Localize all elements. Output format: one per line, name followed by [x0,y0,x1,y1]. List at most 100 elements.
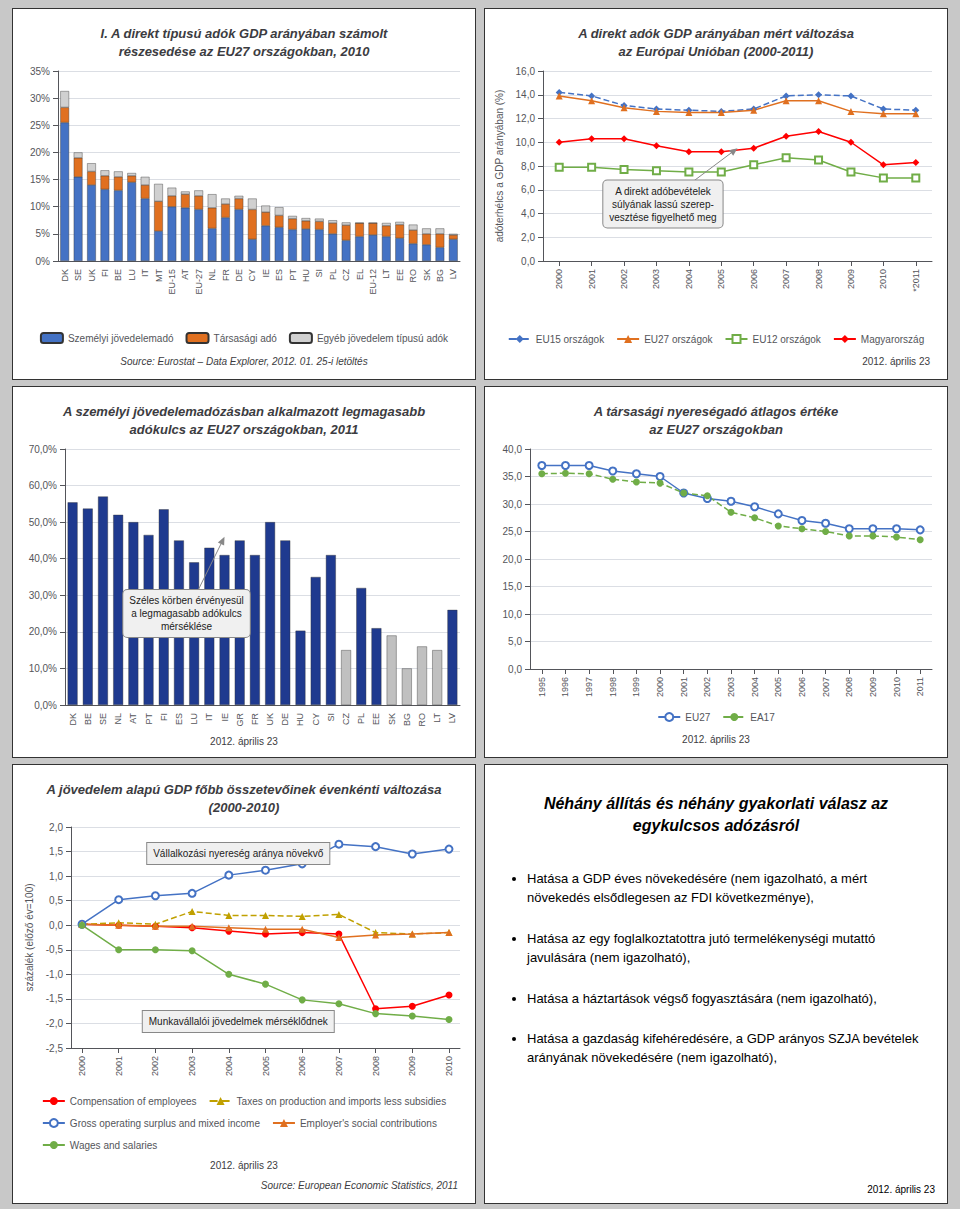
svg-text:4,0: 4,0 [521,208,535,219]
svg-text:30,0%: 30,0% [29,590,57,601]
svg-text:Vállalkozási nyereség aránya n: Vállalkozási nyereség aránya növekvő [153,848,324,859]
svg-text:0%: 0% [36,256,51,267]
svg-text:EU15 országok: EU15 országok [536,334,605,345]
svg-text:1999: 1999 [631,677,641,697]
svg-text:Magyarország: Magyarország [861,334,924,345]
svg-text:EL: EL [355,269,365,280]
svg-text:részesedése az EU27 országokba: részesedése az EU27 országokban, 2010 [119,44,371,59]
svg-text:10,0: 10,0 [503,609,523,620]
svg-text:2001: 2001 [587,269,597,289]
svg-text:A direkt adók GDP arányában mé: A direkt adók GDP arányában mért változá… [577,26,854,41]
svg-text:2002: 2002 [702,677,712,697]
svg-text:Gross operating surplus and mi: Gross operating surplus and mixed income [70,1118,261,1129]
svg-text:RO: RO [408,269,418,283]
svg-text:EE: EE [371,713,381,725]
svg-text:40,0: 40,0 [503,444,523,455]
svg-text:BG: BG [402,713,412,726]
svg-text:NL: NL [113,713,123,725]
svg-text:PL: PL [356,713,366,724]
svg-text:5%: 5% [36,228,51,239]
svg-text:2002: 2002 [150,1056,160,1076]
svg-text:8,0: 8,0 [521,161,535,172]
svg-text:FR: FR [250,713,260,725]
svg-text:EU27: EU27 [685,712,710,723]
svg-text:FI: FI [100,269,110,277]
svg-text:UK: UK [87,269,97,282]
svg-text:2008: 2008 [371,1056,381,1076]
svg-text:2009: 2009 [868,677,878,697]
svg-text:BG: BG [435,269,445,282]
svg-text:2005: 2005 [261,1056,271,1076]
svg-text:-1,0: -1,0 [46,969,64,980]
svg-text:LV: LV [447,713,457,723]
svg-text:CY: CY [311,713,321,726]
svg-text:Taxes on production and import: Taxes on production and imports less sub… [237,1096,447,1107]
svg-text:LV: LV [448,269,458,279]
svg-text:AT: AT [128,713,138,724]
svg-text:2003: 2003 [651,269,661,289]
svg-text:FR: FR [221,269,231,281]
svg-text:A direkt adóbevételek: A direkt adóbevételek [615,186,712,197]
svg-text:a legmagasabb adókulcs: a legmagasabb adókulcs [131,608,242,619]
svg-text:SE: SE [98,713,108,725]
svg-text:LU: LU [189,713,199,725]
svg-text:I. A direkt típusú adók GDP ar: I. A direkt típusú adók GDP arányában sz… [101,26,388,41]
svg-text:RO: RO [417,713,427,727]
svg-text:35,0: 35,0 [503,471,523,482]
svg-text:0,0: 0,0 [521,256,535,267]
svg-text:IE: IE [220,713,230,722]
svg-text:60,0%: 60,0% [29,480,57,491]
svg-text:IT: IT [204,712,214,721]
svg-text:2002: 2002 [619,269,629,289]
svg-text:PL: PL [328,269,338,280]
svg-text:ES: ES [274,269,284,281]
svg-text:-0,5: -0,5 [46,944,64,955]
svg-text:IT: IT [140,268,150,277]
svg-text:2005: 2005 [773,677,783,697]
svg-text:1995: 1995 [537,677,547,697]
svg-text:12,0: 12,0 [516,113,536,124]
svg-text:Employer's social contribution: Employer's social contributions [300,1118,437,1129]
svg-text:30,0: 30,0 [503,499,523,510]
svg-text:A társasági nyereségadó átlago: A társasági nyereségadó átlagos értéke [593,404,838,419]
svg-text:Széles körben érvényesül: Széles körben érvényesül [129,595,244,606]
svg-text:adóterhélcs a GDP arányában (%: adóterhélcs a GDP arányában (%) [494,90,505,243]
svg-text:Egyéb jövedelem típusú adók: Egyéb jövedelem típusú adók [317,333,449,344]
svg-text:2009: 2009 [407,1056,417,1076]
svg-text:A személyi jövedelemadózásban: A személyi jövedelemadózásban alkalmazot… [62,404,425,419]
svg-text:BE: BE [83,713,93,725]
svg-text:15%: 15% [30,174,50,185]
svg-text:10,0: 10,0 [516,137,536,148]
svg-text:2006: 2006 [797,677,807,697]
svg-text:1996: 1996 [560,677,570,697]
svg-text:2000: 2000 [554,269,564,289]
svg-text:DK: DK [60,269,70,282]
svg-text:10%: 10% [30,201,50,212]
svg-text:30%: 30% [30,93,50,104]
svg-text:Compensation of employees: Compensation of employees [70,1096,197,1107]
svg-text:25,0: 25,0 [503,526,523,537]
svg-text:DE: DE [280,713,290,726]
svg-text:0,5: 0,5 [49,895,63,906]
svg-text:vesztése figyelhető meg: vesztése figyelhető meg [609,212,716,223]
svg-text:EA17: EA17 [750,712,775,723]
svg-text:Wages and salaries: Wages and salaries [70,1140,157,1151]
svg-text:2000: 2000 [655,677,665,697]
svg-text:LT: LT [432,713,442,723]
svg-text:EE: EE [395,269,405,281]
svg-text:CY: CY [247,269,257,282]
svg-text:5,0: 5,0 [508,636,522,647]
svg-text:1,5: 1,5 [49,846,63,857]
svg-text:PT: PT [144,713,154,725]
svg-text:LT: LT [381,269,391,279]
svg-text:SK: SK [387,713,397,725]
svg-text:20,0%: 20,0% [29,626,57,637]
svg-text:DE: DE [234,269,244,282]
svg-text:6,0: 6,0 [521,184,535,195]
svg-text:2012. április 23: 2012. április 23 [682,734,750,745]
svg-text:EU-27: EU-27 [194,269,204,295]
svg-text:GR: GR [235,712,245,726]
svg-text:Társasági adó: Társasági adó [214,333,278,344]
svg-text:-2,0: -2,0 [46,1018,64,1029]
svg-text:2012. április 23: 2012. április 23 [210,736,278,747]
